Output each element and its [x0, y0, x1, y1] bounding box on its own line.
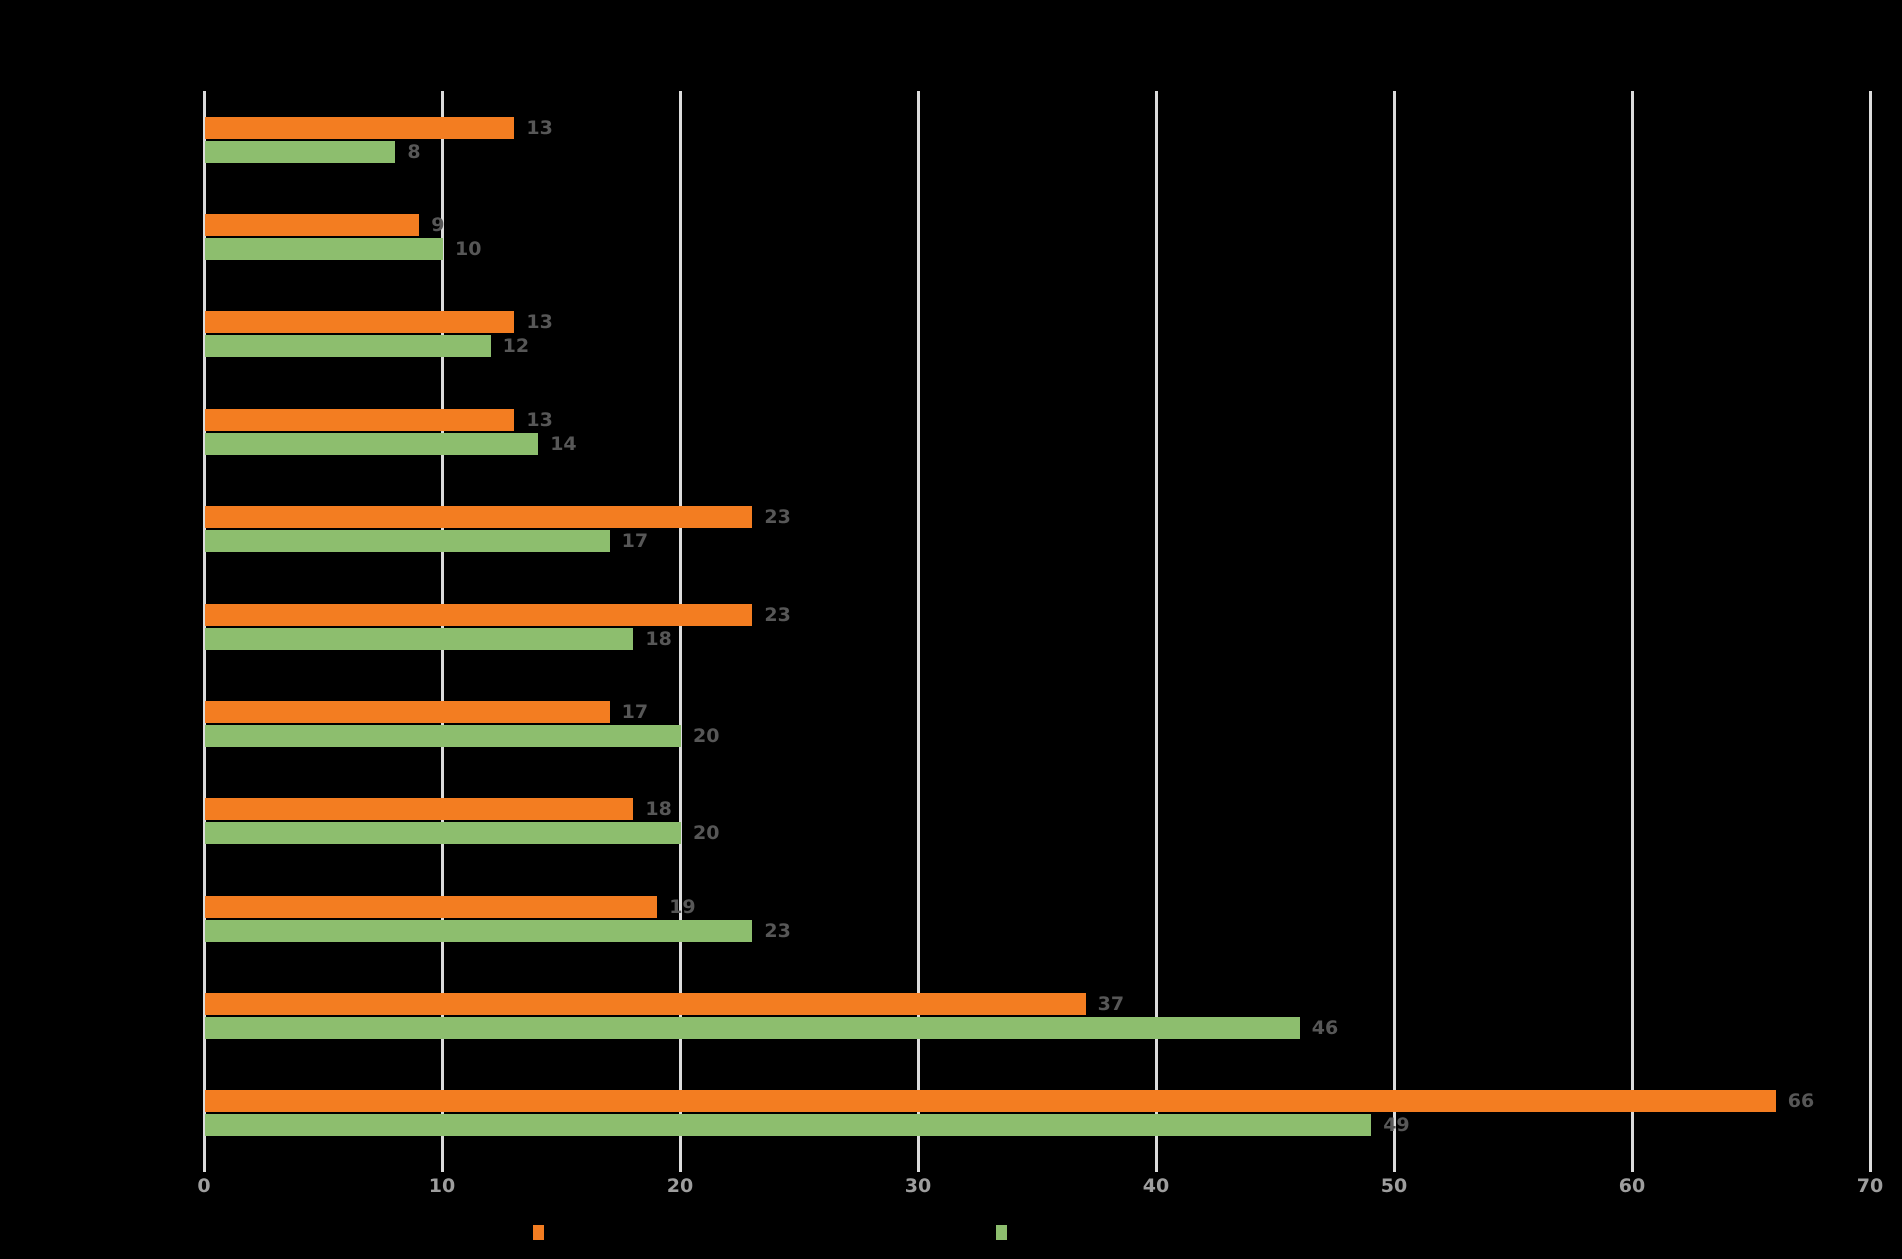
bar-series-2-green-row-10 [205, 1114, 1372, 1137]
bar-series-1-orange-row-4 [205, 506, 753, 529]
bar-value-label-series-2-green-row-6: 20 [693, 724, 720, 747]
gridline-x-50 [1392, 91, 1396, 1172]
x-tick-label-30: 30 [904, 1175, 932, 1197]
bar-series-1-orange-row-7 [205, 798, 634, 821]
x-tick-label-60: 60 [1618, 1175, 1646, 1197]
bar-series-1-orange-row-10 [205, 1090, 1776, 1113]
x-tick-label-20: 20 [666, 1175, 694, 1197]
bar-value-label-series-1-orange-row-7: 18 [645, 798, 672, 821]
bar-value-label-series-2-green-row-8: 23 [764, 919, 791, 942]
gridline-x-60 [1630, 91, 1634, 1172]
x-tick-label-50: 50 [1380, 1175, 1408, 1197]
bar-value-label-series-2-green-row-5: 18 [645, 627, 672, 650]
x-tick-label-0: 0 [197, 1175, 211, 1197]
bar-value-label-series-1-orange-row-10: 66 [1787, 1090, 1815, 1113]
bar-value-label-series-2-green-row-9: 46 [1311, 1016, 1339, 1039]
bar-series-2-green-row-7 [205, 822, 681, 845]
legend-swatch-series-2-green [996, 1225, 1007, 1240]
bar-series-2-green-row-0 [205, 140, 396, 163]
bar-series-2-green-row-3 [205, 432, 539, 455]
x-tick-label-70: 70 [1856, 1175, 1884, 1197]
bar-value-label-series-1-orange-row-0: 13 [526, 116, 553, 139]
bar-value-label-series-2-green-row-10: 49 [1383, 1114, 1410, 1137]
bar-value-label-series-1-orange-row-1: 9 [431, 214, 445, 237]
bar-series-1-orange-row-9 [205, 992, 1086, 1015]
bar-value-label-series-1-orange-row-3: 13 [526, 408, 553, 431]
bar-series-1-orange-row-2 [205, 311, 515, 334]
bar-value-label-series-2-green-row-4: 17 [621, 530, 649, 553]
bar-series-2-green-row-2 [205, 335, 491, 358]
bar-value-label-series-2-green-row-2: 12 [502, 335, 530, 358]
gridline-x-0 [202, 91, 206, 1172]
bar-value-label-series-2-green-row-1: 10 [455, 238, 482, 261]
bar-series-2-green-row-5 [205, 627, 634, 650]
bar-value-label-series-1-orange-row-9: 37 [1097, 992, 1125, 1015]
bar-series-1-orange-row-0 [205, 116, 515, 139]
legend-swatch-series-1-orange [533, 1225, 544, 1240]
bar-value-label-series-1-orange-row-8: 19 [669, 895, 696, 918]
bar-value-label-series-1-orange-row-4: 23 [764, 506, 791, 529]
gridline-x-40 [1154, 91, 1158, 1172]
bar-value-label-series-1-orange-row-2: 13 [526, 311, 553, 334]
bar-series-2-green-row-8 [205, 919, 753, 942]
bar-series-2-green-row-6 [205, 724, 681, 747]
gridline-x-30 [916, 91, 920, 1172]
bar-value-label-series-1-orange-row-5: 23 [764, 603, 791, 626]
bar-series-1-orange-row-8 [205, 895, 658, 918]
bar-value-label-series-2-green-row-3: 14 [550, 432, 577, 455]
gridline-x-70 [1868, 91, 1872, 1172]
bar-series-2-green-row-1 [205, 238, 443, 261]
x-tick-label-10: 10 [428, 1175, 456, 1197]
x-tick-label-40: 40 [1142, 1175, 1170, 1197]
bar-series-2-green-row-9 [205, 1016, 1300, 1039]
bar-value-label-series-2-green-row-7: 20 [693, 822, 720, 845]
gridline-x-20 [678, 91, 682, 1172]
bar-series-1-orange-row-1 [205, 214, 420, 237]
bar-series-1-orange-row-6 [205, 700, 610, 723]
bar-value-label-series-1-orange-row-6: 17 [621, 700, 649, 723]
bar-series-1-orange-row-5 [205, 603, 753, 626]
bar-series-1-orange-row-3 [205, 408, 515, 431]
bar-series-2-green-row-4 [205, 530, 610, 553]
bar-value-label-series-2-green-row-0: 8 [407, 140, 421, 163]
